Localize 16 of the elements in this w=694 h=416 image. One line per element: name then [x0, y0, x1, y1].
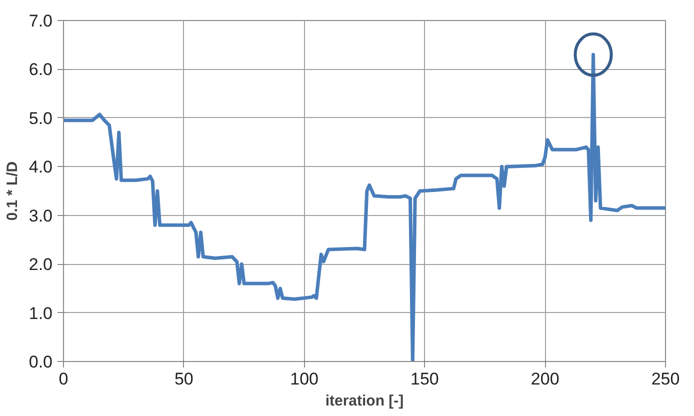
y-tick-label: 6.0 — [28, 60, 53, 80]
x-tick-label: 250 — [651, 370, 680, 388]
y-tick-label: 1.0 — [28, 304, 53, 323]
y-tick-label: 7.0 — [28, 12, 53, 30]
x-tick-label: 0 — [58, 370, 68, 388]
x-tick-label: 200 — [530, 370, 560, 388]
y-axis-title: 0.1 * L/D — [4, 161, 21, 221]
x-tick-label: 150 — [410, 370, 439, 388]
x-tick-label: 50 — [174, 370, 194, 388]
x-axis-title: iteration [-] — [325, 392, 404, 410]
y-tick-label: 4.0 — [28, 158, 53, 177]
y-tick-label: 3.0 — [28, 206, 53, 226]
y-tick-label: 0.0 — [28, 352, 53, 372]
x-tick-label: 100 — [290, 370, 318, 388]
y-tick-label: 5.0 — [28, 108, 53, 128]
y-tick-label: 2.0 — [28, 255, 53, 274]
